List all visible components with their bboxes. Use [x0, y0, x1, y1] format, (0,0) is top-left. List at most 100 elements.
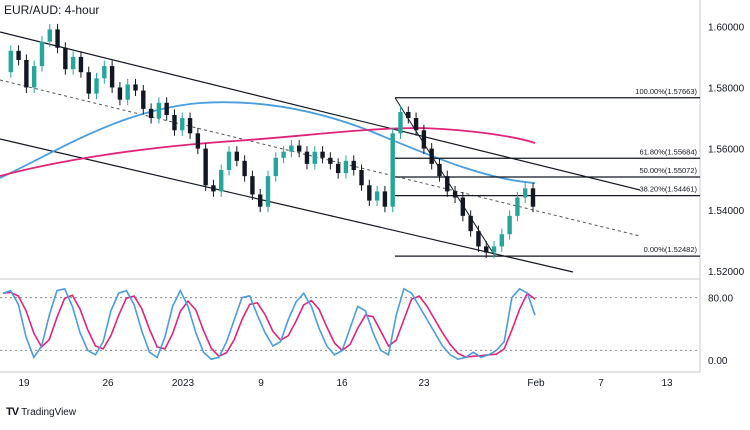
- candle-body: [63, 47, 68, 70]
- candle-body: [328, 157, 333, 164]
- candle-body: [398, 111, 403, 134]
- candle-body: [250, 176, 255, 195]
- candle-body: [172, 114, 177, 131]
- candle-body: [156, 102, 162, 119]
- fib-level-label: 100.00%(1.57663): [635, 87, 697, 96]
- candle-body: [180, 118, 185, 131]
- candle-body: [148, 108, 154, 119]
- candle-body: [164, 102, 169, 115]
- candle-body: [320, 151, 325, 158]
- time-tick-label: 26: [102, 378, 114, 389]
- candle-body: [234, 151, 240, 161]
- candle-body: [219, 170, 224, 192]
- candle-body: [94, 78, 99, 94]
- fib-level-label: 61.80%(1.55684): [639, 147, 697, 156]
- candle-body: [70, 56, 76, 70]
- candle-body: [468, 215, 473, 232]
- time-tick-label: 16: [336, 378, 348, 389]
- candle-body: [335, 163, 341, 174]
- candle-body: [374, 191, 380, 201]
- candle-body: [445, 176, 450, 192]
- candle-body: [258, 194, 263, 207]
- candle-body: [39, 41, 45, 67]
- time-tick-label: 23: [418, 378, 430, 389]
- candle-body: [491, 246, 497, 253]
- candle-body: [421, 130, 427, 149]
- candle-body: [78, 56, 84, 73]
- tradingview-logo: TV TradingView: [6, 406, 76, 418]
- time-tick-label: Feb: [527, 378, 545, 389]
- logo-text: TradingView: [21, 406, 77, 418]
- candle-body: [429, 148, 434, 164]
- candle-body: [530, 188, 536, 207]
- channel-lower-line: [0, 138, 574, 273]
- candle-body: [359, 170, 364, 186]
- candle-body: [109, 66, 115, 88]
- candle-body: [226, 151, 232, 171]
- candle-body: [16, 50, 21, 60]
- candle-body: [304, 151, 310, 164]
- stoch-d-line: [2, 291, 536, 358]
- channel-upper-line: [0, 31, 641, 191]
- price-tick-label: 1.58000: [708, 83, 745, 94]
- candle-body: [523, 188, 528, 198]
- candle-body: [382, 191, 388, 207]
- candle-body: [24, 59, 29, 88]
- candle-body: [312, 151, 317, 164]
- candle-body: [281, 151, 286, 158]
- candle-body: [195, 133, 201, 149]
- candle-body: [273, 157, 278, 177]
- candle-body: [499, 234, 505, 247]
- fib-level-label: 50.00%(1.55072): [639, 166, 697, 175]
- candle-body: [55, 29, 60, 48]
- time-tick-label: 9: [258, 378, 264, 389]
- candle-body: [515, 197, 520, 216]
- candle-body: [133, 84, 138, 91]
- candle-body: [8, 50, 13, 73]
- candle-body: [343, 160, 349, 174]
- candle-body: [406, 111, 411, 119]
- candle-body: [413, 118, 419, 131]
- candle-body: [507, 215, 512, 235]
- candle-body: [265, 176, 271, 207]
- candle-body: [187, 118, 193, 134]
- candle-body: [211, 185, 216, 192]
- candle-body: [141, 90, 146, 109]
- candle-body: [102, 66, 107, 79]
- fib-level-label: 38.20%(1.54461): [639, 185, 697, 194]
- price-tick-label: 1.54000: [708, 206, 745, 217]
- candle-body: [390, 133, 395, 207]
- candle-body: [367, 185, 372, 201]
- ma-fast-line: [0, 101, 536, 184]
- chart-title: EUR/AUD: 4-hour: [4, 3, 100, 17]
- osc-tick-label: 0.00: [708, 356, 728, 367]
- ma-slow-line: [0, 127, 536, 177]
- candle-body: [47, 29, 52, 42]
- candle-body: [203, 148, 208, 186]
- candle-body: [351, 160, 356, 171]
- price-tick-label: 1.52000: [708, 267, 745, 278]
- candle-body: [296, 145, 302, 152]
- time-tick-label: 13: [661, 378, 673, 389]
- stoch-k-line: [2, 287, 536, 361]
- candle-body: [452, 191, 458, 198]
- fib-level-label: 0.00%(1.52482): [644, 245, 698, 254]
- price-tick-label: 1.60000: [708, 22, 745, 33]
- time-tick-label: 2023: [172, 378, 195, 389]
- candle-body: [289, 145, 294, 152]
- candle-body: [437, 163, 442, 177]
- price-tick-label: 1.56000: [708, 145, 745, 156]
- candle-body: [117, 87, 123, 100]
- time-tick-label: 19: [18, 378, 30, 389]
- candle-body: [484, 246, 489, 253]
- candle-body: [125, 84, 130, 100]
- candle-body: [476, 231, 481, 247]
- tradingview-icon: TV: [6, 406, 19, 418]
- candle-body: [31, 66, 37, 88]
- candle-body: [460, 197, 466, 216]
- candle-body: [242, 160, 247, 177]
- candle-body: [86, 72, 91, 94]
- time-tick-label: 7: [598, 378, 604, 389]
